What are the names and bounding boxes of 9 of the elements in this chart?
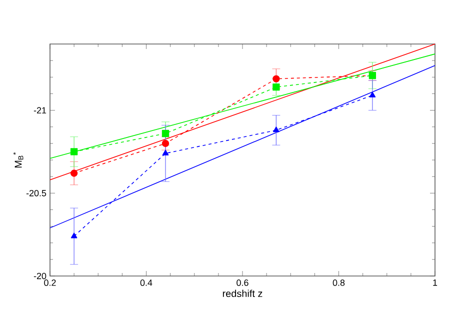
y-tick-label: -21 — [34, 107, 46, 114]
y-tick-label: -20 — [34, 272, 46, 280]
x-tick-label: 0.4 — [140, 280, 152, 286]
x-axis-title: redshift z — [222, 290, 262, 298]
x-tick-label: 0.8 — [332, 280, 345, 286]
x-tick-label: 0.2 — [44, 280, 56, 286]
x-tick-label: 1 — [433, 280, 438, 286]
x-tick-label: 0.6 — [236, 280, 248, 286]
y-tick-label: -20.5 — [26, 190, 46, 196]
